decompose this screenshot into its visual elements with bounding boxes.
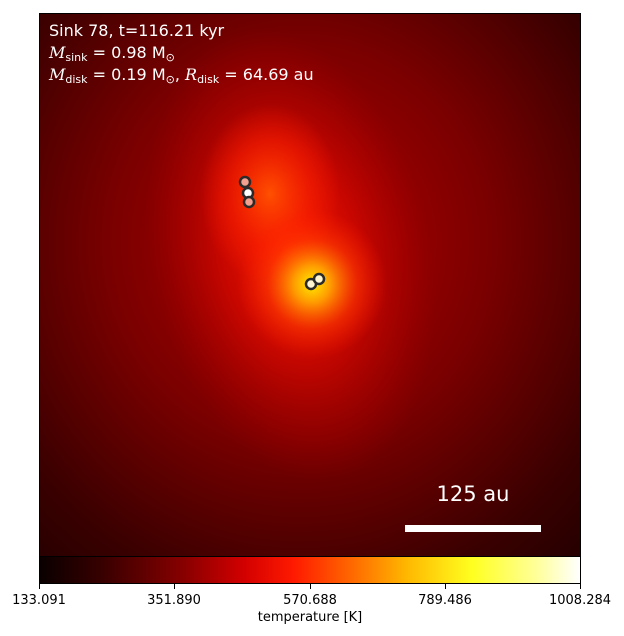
colorbar-tick-label: 133.091 [12, 593, 66, 608]
colorbar-tick [174, 584, 175, 589]
scale-bar [405, 525, 541, 532]
temperature-map-image [40, 14, 580, 583]
colorbar-tick-label: 570.688 [283, 593, 337, 608]
colorbar [39, 556, 581, 584]
disk-properties-label: Mdisk = 0.19 M⊙, Rdisk = 64.69 au [49, 65, 314, 86]
colorbar-tick-label: 1008.284 [548, 593, 612, 608]
colorbar-tick [580, 584, 581, 589]
colorbar-tick-label: 351.890 [147, 593, 201, 608]
sink-marker [242, 195, 256, 209]
sink-mass-label: Msink = 0.98 M⊙ [49, 43, 175, 64]
colorbar-label: temperature [K] [257, 610, 363, 625]
colorbar-tick [445, 584, 446, 589]
sink-particles [238, 175, 326, 291]
sink-time-label: Sink 78, t=116.21 kyr [49, 21, 225, 40]
colorbar-tick [39, 584, 40, 589]
temperature-map-panel [39, 13, 581, 584]
scale-bar-label: 125 au [436, 482, 510, 506]
colorbar-tick-label: 789.486 [418, 593, 472, 608]
sink-marker [312, 272, 326, 286]
colorbar-tick [310, 584, 311, 589]
sink-marker [238, 175, 252, 189]
